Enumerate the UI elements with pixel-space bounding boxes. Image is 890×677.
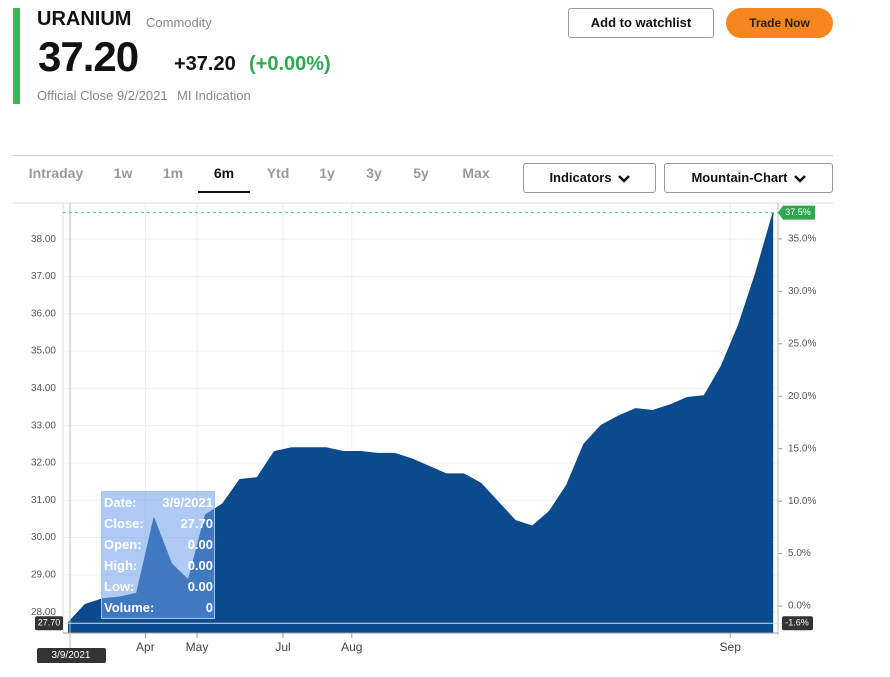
y2-tick-label: 15.0% bbox=[788, 443, 816, 454]
y2-tick-label: 10.0% bbox=[788, 496, 816, 507]
tab-underline bbox=[198, 191, 250, 193]
y-tick-label: 30.00 bbox=[31, 532, 56, 543]
tooltip-key: Open: bbox=[104, 537, 142, 552]
y2-tick-label: 0.0% bbox=[788, 601, 811, 612]
tooltip-row: Low: 0.00 bbox=[102, 576, 214, 597]
tab[interactable]: 1y bbox=[319, 165, 335, 181]
last-marker-label: 37.5% bbox=[785, 207, 811, 217]
tooltip-value: 0.00 bbox=[187, 558, 213, 573]
chart-type-dropdown[interactable]: Mountain-Chart bbox=[664, 163, 833, 193]
tab[interactable]: 5y bbox=[413, 165, 429, 181]
y-tick-label: 29.00 bbox=[31, 569, 56, 580]
y2-tick-label: 20.0% bbox=[788, 391, 816, 402]
y-tick-label: 36.00 bbox=[31, 308, 56, 319]
tooltip-value: 3/9/2021 bbox=[162, 495, 213, 510]
tooltip-key: Date: bbox=[104, 495, 137, 510]
x-tick-label: Sep bbox=[720, 640, 742, 654]
tab[interactable]: 6m bbox=[213, 165, 235, 181]
tooltip-value: 27.70 bbox=[180, 516, 213, 531]
tooltip-key: High: bbox=[104, 558, 138, 573]
y-tick-label: 33.00 bbox=[31, 420, 56, 431]
dropdown-label: Indicators bbox=[549, 170, 612, 185]
accent-bar bbox=[13, 8, 20, 104]
y-tick-label: 31.00 bbox=[31, 495, 56, 506]
crosshair-pct-box bbox=[782, 616, 813, 631]
y-tick-label: 32.00 bbox=[31, 458, 56, 469]
y-tick-label: 34.00 bbox=[31, 383, 56, 394]
tooltip-row: Volume: 0 bbox=[102, 597, 214, 618]
y2-tick-label: 35.0% bbox=[788, 234, 816, 245]
asset-type: Commodity bbox=[146, 15, 212, 30]
chevron bbox=[617, 174, 630, 183]
tab[interactable]: 1w bbox=[113, 165, 133, 181]
crosshair-value-box bbox=[35, 616, 63, 631]
area-fill bbox=[68, 213, 774, 633]
tab[interactable]: Max bbox=[462, 165, 490, 181]
x-tick-label: May bbox=[186, 640, 209, 654]
chevron bbox=[793, 174, 806, 183]
tooltip-row: Date: 3/9/2021 bbox=[102, 492, 214, 513]
tooltip-row: High: 0.00 bbox=[102, 555, 214, 576]
crosshair-pct-label: -1.6% bbox=[785, 618, 809, 628]
dropdown-label: Mountain-Chart bbox=[691, 170, 788, 185]
tooltip-key: Volume: bbox=[104, 600, 155, 615]
change: +37.20 bbox=[174, 53, 236, 75]
price: 37.20 bbox=[38, 33, 139, 80]
tab[interactable]: 1m bbox=[162, 165, 184, 181]
crosshair-date-label: 3/9/2021 bbox=[52, 650, 91, 661]
tooltip-value: 0 bbox=[205, 600, 213, 615]
trade-button[interactable]: Trade Now bbox=[726, 8, 833, 38]
tooltip-key: Low: bbox=[104, 579, 135, 594]
last-marker-tag bbox=[778, 205, 815, 220]
x-tick-label: Apr bbox=[136, 640, 155, 654]
close-info: Official Close 9/2/2021 bbox=[37, 88, 168, 103]
tooltip-key: Close: bbox=[104, 516, 144, 531]
crosshair-value-label: 27.70 bbox=[38, 618, 61, 628]
tooltip-value: 0.00 bbox=[187, 579, 213, 594]
indicators-dropdown[interactable]: Indicators bbox=[523, 163, 656, 193]
y-tick-label: 35.00 bbox=[31, 346, 56, 357]
tooltip-value: 0.00 bbox=[187, 537, 213, 552]
y-tick-label: 38.00 bbox=[31, 234, 56, 245]
tab[interactable]: Ytd bbox=[266, 165, 290, 181]
title: URANIUM bbox=[37, 8, 132, 30]
watchlist-button[interactable]: Add to watchlist bbox=[568, 8, 714, 38]
x-tick-label: Aug bbox=[341, 640, 362, 654]
divider bbox=[13, 155, 833, 156]
tooltip: Date: 3/9/2021 Close: 27.70 Open: 0.00 High: 0.… bbox=[101, 491, 215, 619]
tooltip-row: Close: 27.70 bbox=[102, 513, 214, 534]
y2-tick-label: 30.0% bbox=[788, 286, 816, 297]
y2-tick-label: 5.0% bbox=[788, 548, 811, 559]
y-tick-label: 37.00 bbox=[31, 271, 56, 282]
x-tick-label: Jul bbox=[275, 640, 290, 654]
tooltip-row: Open: 0.00 bbox=[102, 534, 214, 555]
y2-tick-label: 25.0% bbox=[788, 338, 816, 349]
change-pct: (+0.00%) bbox=[249, 53, 331, 75]
tab[interactable]: 3y bbox=[366, 165, 382, 181]
y-tick-label: 28.00 bbox=[31, 607, 56, 618]
crosshair-date-box bbox=[37, 648, 106, 663]
tab[interactable]: Intraday bbox=[28, 165, 84, 181]
indication: MI Indication bbox=[177, 88, 251, 103]
